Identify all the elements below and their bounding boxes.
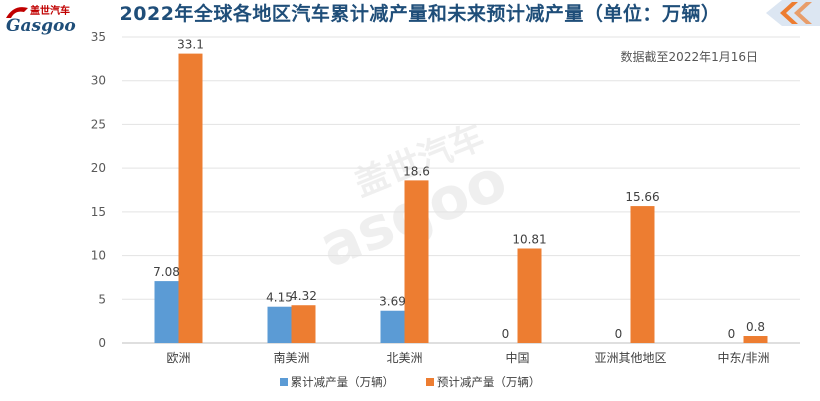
- data-label-forecast: 0.8: [746, 320, 765, 334]
- legend-label-cumulative: 累计减产量（万辆）: [290, 375, 395, 389]
- corner-arrow-decoration: [766, 0, 820, 26]
- bar-cumulative: [267, 306, 292, 343]
- x-tick-label: 亚洲其他地区: [594, 351, 666, 365]
- data-labels: 7.08 33.1 4.154.32 3.69 18.6 0 10.81 0 15.66 0 0.8: [153, 38, 765, 341]
- x-tick-label: 欧洲: [166, 351, 190, 365]
- y-axis-ticks: 0 5 10 15 20 25 30 35: [91, 30, 106, 350]
- bar-forecast: [404, 180, 429, 343]
- x-tick-label: 南美洲: [273, 350, 309, 365]
- chart-title: 2022年全球各地区汽车累计减产量和未来预计减产量（单位：万辆）: [119, 3, 721, 25]
- y-tick-label: 5: [98, 292, 106, 306]
- logo-en-text: Gasgoo: [6, 16, 76, 36]
- x-tick-label: 中国: [505, 350, 529, 365]
- bar-cumulative: [380, 310, 405, 343]
- gridlines: [122, 36, 800, 344]
- bar-forecast: [517, 248, 542, 343]
- data-label-forecast: 33.1: [177, 38, 204, 52]
- y-tick-label: 15: [91, 205, 106, 219]
- data-label-cumulative: 0: [502, 327, 510, 341]
- bar-cumulative: [154, 281, 179, 343]
- data-label-forecast: 4.32: [290, 289, 317, 303]
- data-label-cumulative: 4.15: [266, 291, 293, 305]
- data-label-cumulative: 0: [728, 327, 736, 341]
- legend-swatch-forecast: [425, 378, 434, 386]
- bar-forecast: [178, 53, 203, 344]
- data-label-forecast: 15.66: [625, 190, 659, 204]
- data-label-cumulative: 7.08: [153, 265, 180, 279]
- y-tick-label: 10: [91, 249, 106, 263]
- data-label-forecast: 18.6: [403, 164, 430, 178]
- bar-forecast: [743, 336, 768, 343]
- data-label-forecast: 10.81: [512, 232, 546, 246]
- bar-forecast: [630, 206, 655, 343]
- data-label-cumulative: 3.69: [379, 295, 406, 309]
- bar-forecast: [291, 305, 316, 343]
- x-axis-labels: 欧洲 南美洲 北美洲 中国 亚洲其他地区 中东/非洲: [166, 350, 769, 365]
- legend-swatch-cumulative: [279, 378, 288, 386]
- logo-cn-text: 盖世汽车: [30, 4, 70, 17]
- legend-item-cumulative: 累计减产量（万辆）: [279, 374, 395, 390]
- x-tick-label: 中东/非洲: [717, 350, 769, 365]
- data-date-note: 数据截至2022年1月16日: [620, 50, 758, 64]
- legend-item-forecast: 预计减产量（万辆）: [425, 374, 541, 390]
- y-tick-label: 25: [91, 117, 106, 131]
- legend-label-forecast: 预计减产量（万辆）: [436, 375, 541, 389]
- legend: 累计减产量（万辆） 预计减产量（万辆）: [0, 374, 820, 390]
- y-tick-label: 35: [91, 30, 106, 44]
- x-tick-label: 北美洲: [386, 351, 422, 365]
- y-tick-label: 0: [98, 336, 106, 350]
- y-tick-label: 20: [91, 161, 106, 175]
- bars: [154, 53, 768, 344]
- gasgoo-logo: 盖世汽车 Gasgoo: [6, 4, 76, 36]
- data-label-cumulative: 0: [615, 327, 623, 341]
- y-tick-label: 30: [91, 74, 106, 88]
